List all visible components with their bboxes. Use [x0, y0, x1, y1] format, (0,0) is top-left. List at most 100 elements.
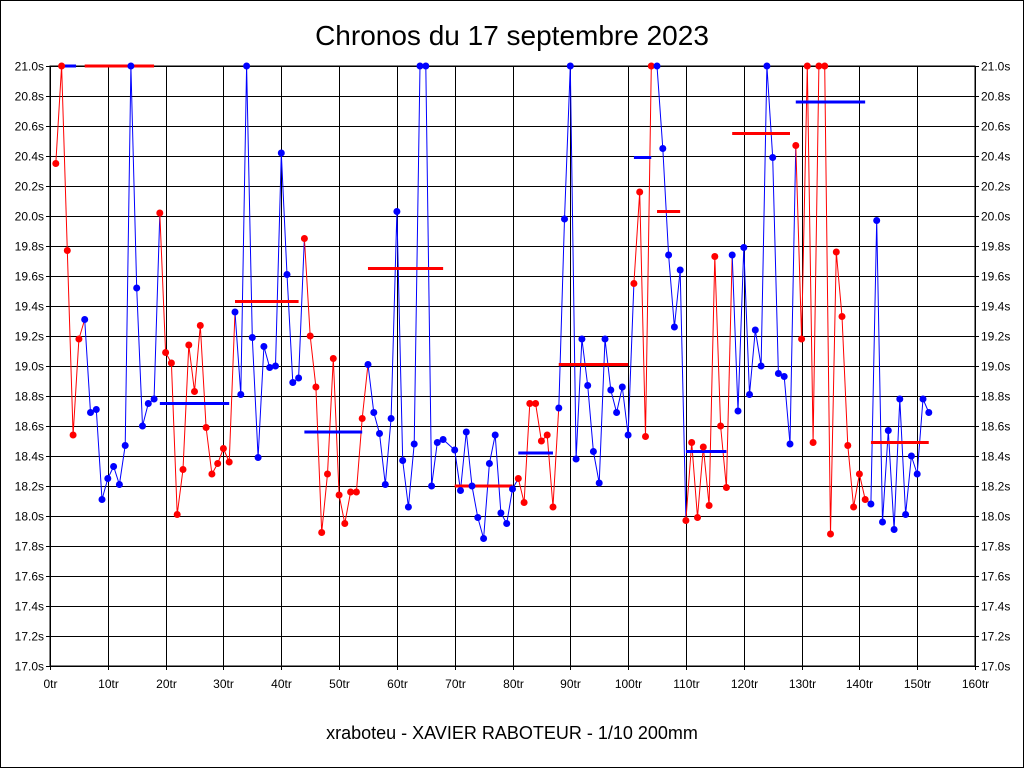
y-tick-label-left: 18.4s	[15, 450, 44, 464]
data-point-blue	[555, 404, 563, 412]
y-tick-label-left: 19.4s	[15, 300, 44, 314]
data-point-red	[682, 517, 690, 524]
y-tick-label-left: 19.0s	[15, 360, 44, 374]
series-line-blue	[558, 65, 629, 484]
data-point-blue	[248, 334, 256, 341]
x-tick-label: 20tr	[156, 677, 177, 691]
data-point-blue	[624, 431, 632, 439]
data-point-red	[162, 349, 170, 356]
chart-title: Chronos du 17 septembre 2023	[315, 20, 709, 51]
data-point-blue	[387, 415, 395, 422]
data-point-red	[532, 400, 540, 407]
x-tick-label: 100tr	[615, 677, 642, 691]
x-tick-label: 90tr	[560, 677, 581, 691]
series-line-red	[517, 403, 554, 508]
data-point-blue	[491, 431, 499, 439]
x-tick-label: 50tr	[329, 677, 350, 691]
data-point-blue	[237, 391, 245, 398]
data-point-red	[63, 247, 71, 254]
data-point-blue	[653, 62, 661, 70]
series-line-red	[795, 65, 866, 535]
series-connector	[679, 269, 687, 521]
data-point-red	[798, 335, 806, 343]
data-point-red	[832, 248, 840, 256]
data-point-red	[352, 488, 360, 496]
data-point-blue	[670, 323, 678, 331]
y-tick-label-left: 20.4s	[15, 150, 44, 164]
data-point-blue	[572, 455, 580, 463]
data-point-blue	[676, 266, 684, 274]
data-point-blue	[925, 409, 933, 416]
data-point-red	[156, 209, 164, 217]
data-point-blue	[740, 244, 748, 251]
data-point-red	[191, 388, 198, 395]
data-point-blue	[457, 487, 464, 494]
data-point-blue	[364, 361, 372, 368]
data-point-red	[324, 470, 331, 478]
data-point-red	[699, 443, 707, 451]
data-point-red	[225, 458, 233, 466]
x-tick-label: 160tr	[962, 677, 989, 691]
data-point-blue	[133, 284, 141, 292]
y-tick-label-right: 18.8s	[981, 390, 1010, 404]
y-tick-label-left: 20.0s	[15, 210, 44, 224]
y-tick-label-right: 17.2s	[981, 630, 1010, 644]
data-point-red	[850, 503, 858, 511]
data-point-red	[688, 439, 696, 446]
data-point-blue	[907, 452, 915, 460]
y-tick-label-right: 19.4s	[981, 300, 1010, 314]
axis-layer: 17.0s 17.0s 17.2s 17.2s 17.4s 17.4s 17.6s 17.6s…	[15, 60, 1011, 692]
data-point-red	[630, 280, 638, 287]
x-tick-label: 150tr	[904, 677, 931, 691]
data-point-red	[300, 235, 308, 242]
data-point-red	[705, 502, 713, 509]
x-tick-label: 30tr	[213, 677, 234, 691]
x-tick-label: 80tr	[503, 677, 524, 691]
y-tick-label-left: 19.2s	[15, 330, 44, 344]
data-point-blue	[734, 407, 742, 415]
data-point-blue	[746, 391, 753, 398]
data-point-red	[335, 491, 343, 499]
data-point-blue	[266, 364, 274, 371]
data-point-red	[514, 475, 522, 482]
series-line-blue	[234, 65, 299, 458]
data-point-blue	[884, 427, 892, 434]
data-point-blue	[595, 479, 603, 487]
data-point-red	[318, 529, 326, 536]
series-connector	[789, 145, 797, 445]
data-point-blue	[92, 406, 100, 413]
data-point-red	[208, 470, 216, 478]
grid-layer	[49, 65, 976, 667]
data-point-blue	[566, 62, 574, 70]
data-point-red	[341, 520, 349, 527]
data-point-red	[636, 188, 644, 196]
y-tick-label-right: 17.6s	[981, 570, 1010, 584]
data-point-blue	[902, 511, 910, 518]
data-point-blue	[468, 482, 476, 490]
data-point-red	[75, 335, 83, 343]
data-point-red	[58, 62, 66, 70]
mean-bars	[58, 64, 929, 488]
data-point-blue	[150, 395, 158, 403]
data-point-blue	[289, 379, 297, 386]
data-point-blue	[659, 145, 667, 152]
data-point-blue	[589, 448, 597, 455]
x-tick-label: 60tr	[387, 677, 408, 691]
data-point-blue	[774, 370, 782, 377]
x-tick-label: 10tr	[98, 677, 119, 691]
series-connector	[228, 311, 236, 463]
series-line-red	[633, 65, 652, 437]
data-point-blue	[665, 251, 673, 259]
data-point-red	[543, 431, 551, 439]
data-point-red	[520, 499, 528, 506]
data-point-blue	[428, 482, 436, 490]
y-tick-label-right: 19.0s	[981, 360, 1010, 374]
series-line-blue	[731, 65, 791, 445]
data-point-blue	[896, 395, 904, 403]
y-tick-label-right: 19.8s	[981, 240, 1010, 254]
data-point-blue	[393, 208, 401, 215]
y-tick-label-right: 20.2s	[981, 180, 1010, 194]
series-connector	[153, 212, 161, 400]
data-point-blue	[480, 535, 488, 542]
y-tick-label-left: 17.2s	[15, 630, 44, 644]
